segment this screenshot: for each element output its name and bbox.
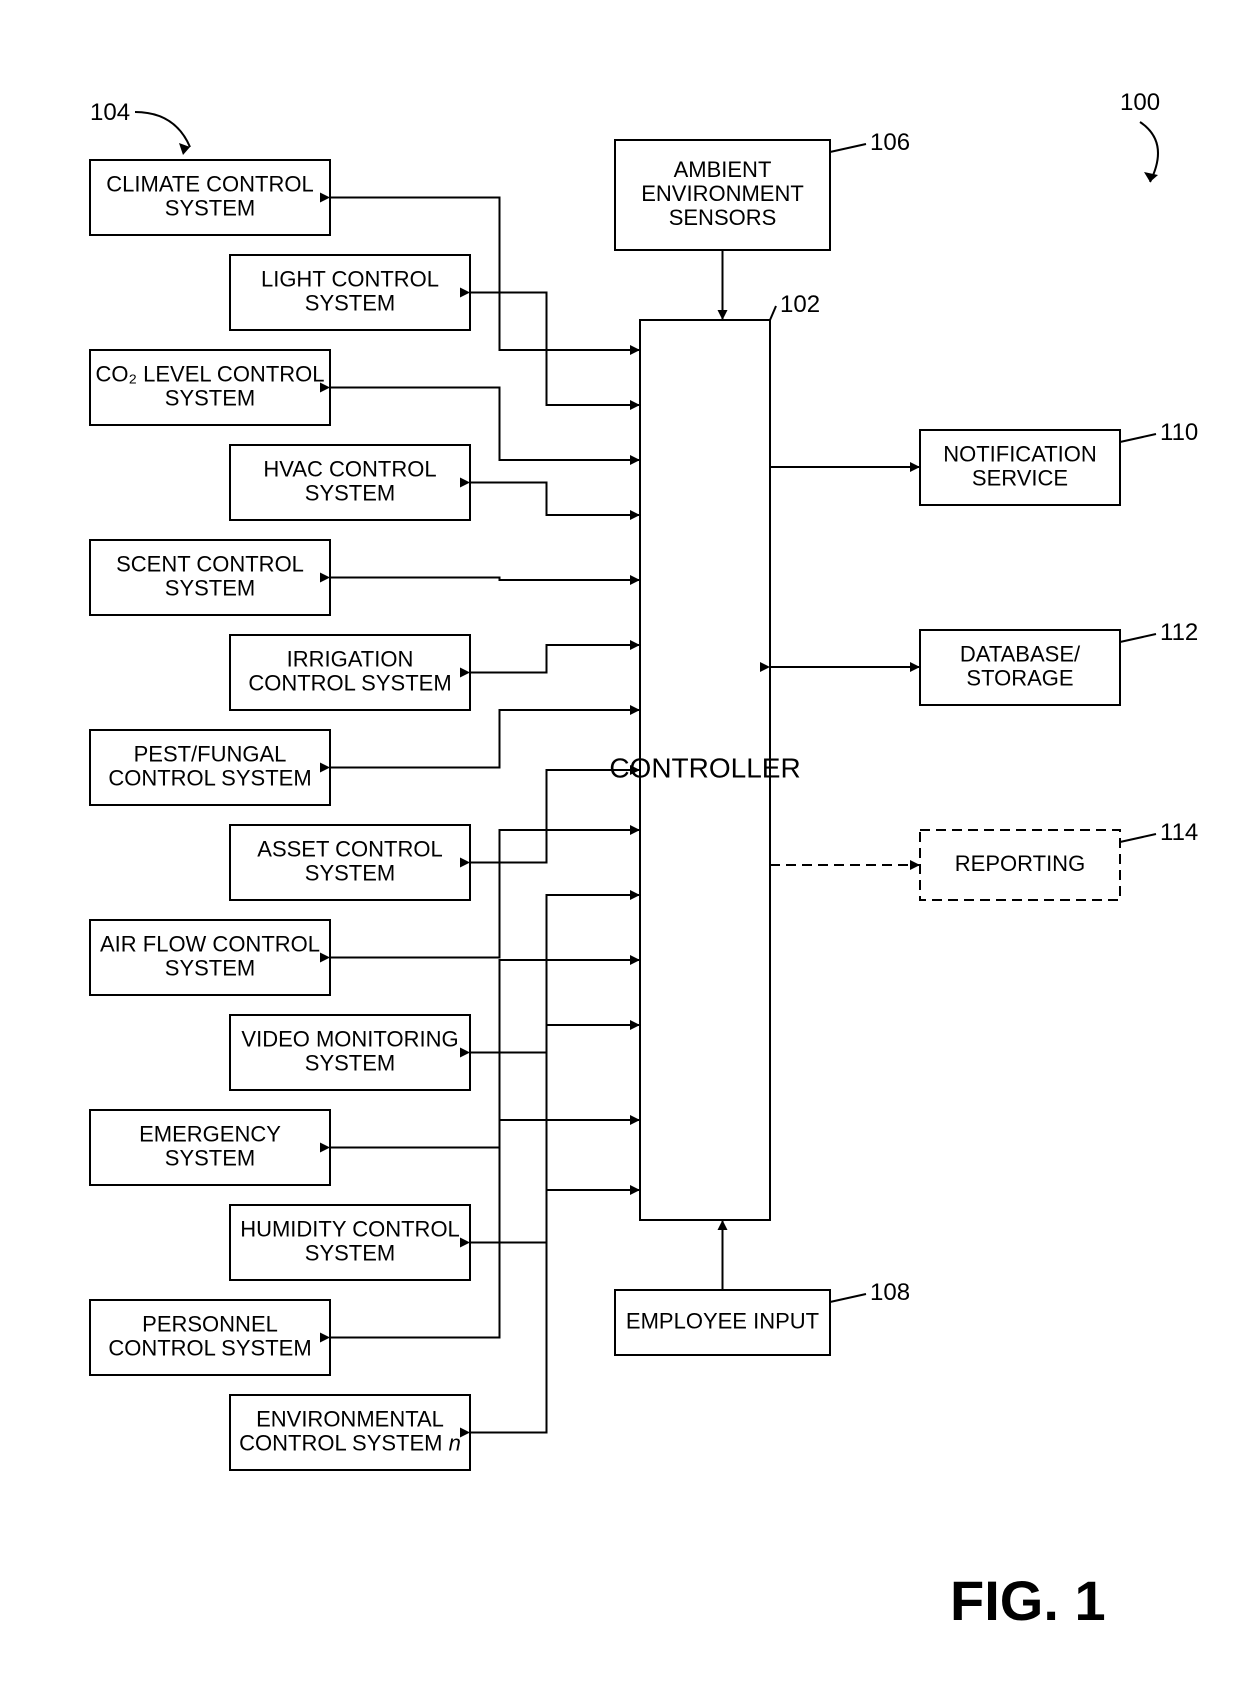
node-notif-label: NOTIFICATION [943, 441, 1097, 466]
refnum-108: 108 [870, 1279, 910, 1306]
node-employee: EMPLOYEE INPUT 108 [615, 1279, 910, 1355]
node-irrig: IRRIGATIONCONTROL SYSTEM [230, 635, 470, 710]
node-climate-label: CLIMATE CONTROL [106, 171, 313, 196]
refnum-106: 106 [870, 129, 910, 156]
node-asset: ASSET CONTROLSYSTEM [230, 825, 470, 900]
refnum-100: 100 [1120, 89, 1160, 116]
refnum-112: 112 [1160, 619, 1198, 646]
node-airflow: AIR FLOW CONTROLSYSTEM [90, 920, 330, 995]
node-personnel: PERSONNELCONTROL SYSTEM [90, 1300, 330, 1375]
node-humid-label: HUMIDITY CONTROL [240, 1216, 460, 1241]
refnum-102: 102 [780, 291, 820, 318]
node-db-label: DATABASE/ [960, 641, 1081, 666]
node-controller: CONTROLLER 102 [609, 291, 820, 1220]
node-airflow-label: AIR FLOW CONTROL [100, 931, 320, 956]
node-notif: NOTIFICATIONSERVICE 110 [920, 419, 1198, 505]
node-video: VIDEO MONITORINGSYSTEM [230, 1015, 470, 1090]
node-climate-label: SYSTEM [165, 195, 255, 220]
node-emerg-label: SYSTEM [165, 1145, 255, 1170]
node-employee-label: EMPLOYEE INPUT [626, 1308, 819, 1333]
node-pest: PEST/FUNGALCONTROL SYSTEM [90, 730, 330, 805]
node-db-label: STORAGE [966, 665, 1073, 690]
node-pest-label: CONTROL SYSTEM [108, 765, 311, 790]
node-scent-label: SCENT CONTROL [116, 551, 304, 576]
node-notif-label: SERVICE [972, 465, 1068, 490]
node-humid: HUMIDITY CONTROLSYSTEM [230, 1205, 470, 1280]
node-report: REPORTING 114 [920, 819, 1198, 900]
node-ambient-label: SENSORS [669, 205, 777, 230]
node-personnel-label: PERSONNEL [142, 1311, 278, 1336]
edge-pest-controller [330, 710, 640, 768]
refnum-104: 104 [90, 99, 130, 126]
node-co2: CO₂ LEVEL CONTROLSYSTEM [90, 350, 330, 425]
node-co2-label: CO₂ LEVEL CONTROL [95, 361, 324, 386]
figure-caption: FIG. 1 [950, 1569, 1106, 1632]
diagram-canvas: CLIMATE CONTROLSYSTEMLIGHT CONTROLSYSTEM… [0, 0, 1240, 1701]
node-humid-label: SYSTEM [305, 1240, 395, 1265]
node-hvac: HVAC CONTROLSYSTEM [230, 445, 470, 520]
node-scent: SCENT CONTROLSYSTEM [90, 540, 330, 615]
node-light-label: SYSTEM [305, 290, 395, 315]
node-ambient-label: AMBIENT [674, 157, 772, 182]
edge-video-controller [470, 895, 640, 1053]
node-ambient-label: ENVIRONMENT [641, 181, 804, 206]
node-controller-label: CONTROLLER [609, 752, 800, 783]
edge-irrig-controller [470, 645, 640, 673]
refnum-114: 114 [1160, 819, 1198, 846]
node-envn-label: ENVIRONMENTAL [256, 1406, 444, 1431]
node-envn-label: CONTROL SYSTEM n [239, 1430, 461, 1455]
node-ambient: AMBIENTENVIRONMENTSENSORS 106 [615, 129, 910, 250]
node-light: LIGHT CONTROLSYSTEM [230, 255, 470, 330]
edge-humid-controller [470, 1025, 640, 1243]
node-pest-label: PEST/FUNGAL [134, 741, 287, 766]
node-irrig-label: CONTROL SYSTEM [248, 670, 451, 695]
node-irrig-label: IRRIGATION [287, 646, 414, 671]
node-emerg-label: EMERGENCY [139, 1121, 281, 1146]
node-video-label: VIDEO MONITORING [241, 1026, 458, 1051]
node-report-label: REPORTING [955, 851, 1085, 876]
node-personnel-label: CONTROL SYSTEM [108, 1335, 311, 1360]
node-hvac-label: SYSTEM [305, 480, 395, 505]
node-db: DATABASE/STORAGE 112 [920, 619, 1198, 705]
node-asset-label: SYSTEM [305, 860, 395, 885]
edge-asset-controller [470, 770, 640, 863]
node-scent-label: SYSTEM [165, 575, 255, 600]
refnum-110: 110 [1160, 419, 1198, 446]
node-co2-label: SYSTEM [165, 385, 255, 410]
node-hvac-label: HVAC CONTROL [263, 456, 436, 481]
node-climate: CLIMATE CONTROLSYSTEM [90, 160, 330, 235]
node-airflow-label: SYSTEM [165, 955, 255, 980]
node-envn: ENVIRONMENTALCONTROL SYSTEM n [230, 1395, 470, 1470]
node-asset-label: ASSET CONTROL [257, 836, 442, 861]
node-emerg: EMERGENCYSYSTEM [90, 1110, 330, 1185]
node-light-label: LIGHT CONTROL [261, 266, 439, 291]
edge-hvac-controller [470, 483, 640, 516]
edge-scent-controller [330, 578, 640, 581]
node-video-label: SYSTEM [305, 1050, 395, 1075]
